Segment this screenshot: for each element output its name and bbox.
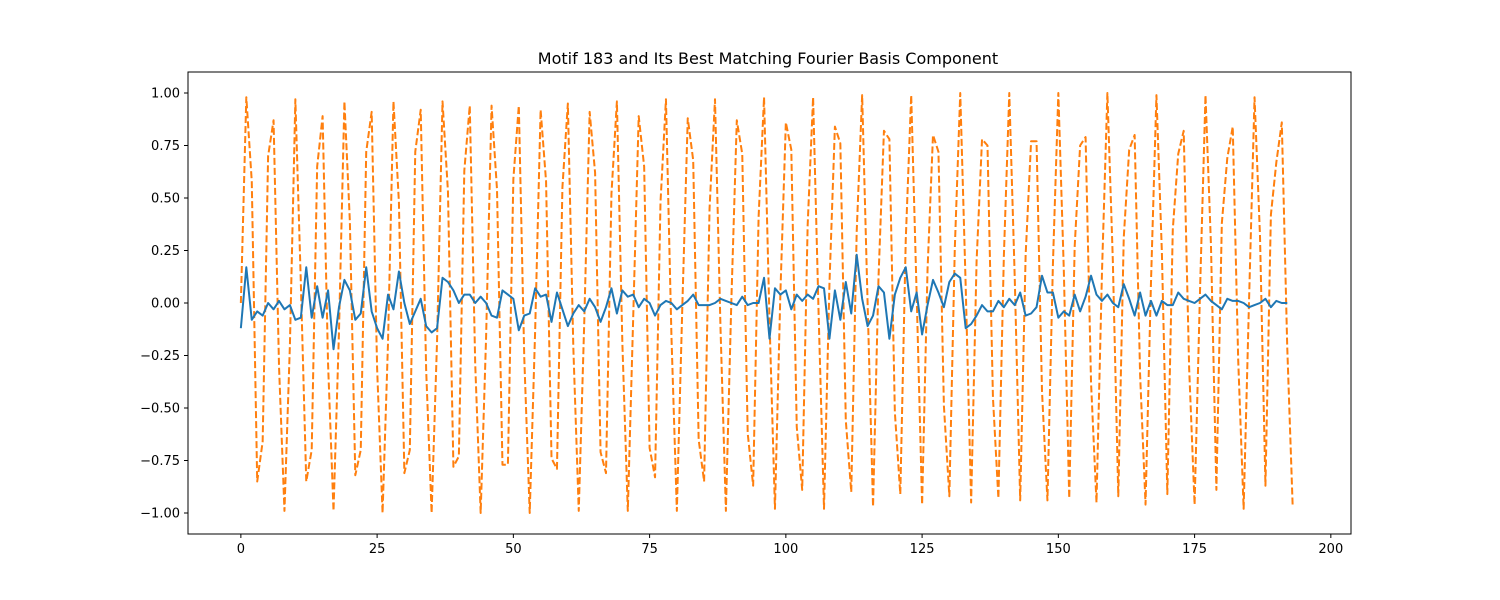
y-tick-label: 0.25 (151, 244, 180, 259)
axes-layer: 0 25 50 75 100 125 150 175 200 −1.00 −0.75 −0.50 −0.… (140, 71, 1352, 557)
y-tick-label: −0.75 (140, 454, 180, 469)
series-layer (239, 92, 1294, 514)
x-tick-label: 200 (1318, 542, 1343, 557)
y-tick-label: 1.00 (151, 87, 180, 102)
x-tick-label: 75 (641, 542, 658, 557)
y-tick-label: −0.25 (140, 349, 180, 364)
y-tick-label: 0.00 (151, 297, 180, 312)
chart-title: Motif 183 and Its Best Matching Fourier … (538, 49, 998, 68)
x-tick-label: 150 (1046, 542, 1071, 557)
y-tick-label: −0.50 (140, 402, 180, 417)
x-tick-label: 175 (1182, 542, 1207, 557)
y-tick-label: 0.75 (151, 139, 180, 154)
x-tick-label: 100 (773, 542, 798, 557)
x-tick-label: 50 (505, 542, 522, 557)
y-tick-label: 0.50 (151, 192, 180, 207)
series-line-1 (239, 92, 1294, 514)
series-line-0 (239, 253, 1288, 351)
x-tick-label: 25 (369, 542, 386, 557)
x-tick-label: 0 (237, 542, 245, 557)
y-tick-label: −1.00 (140, 507, 180, 522)
x-tick-label: 125 (910, 542, 935, 557)
